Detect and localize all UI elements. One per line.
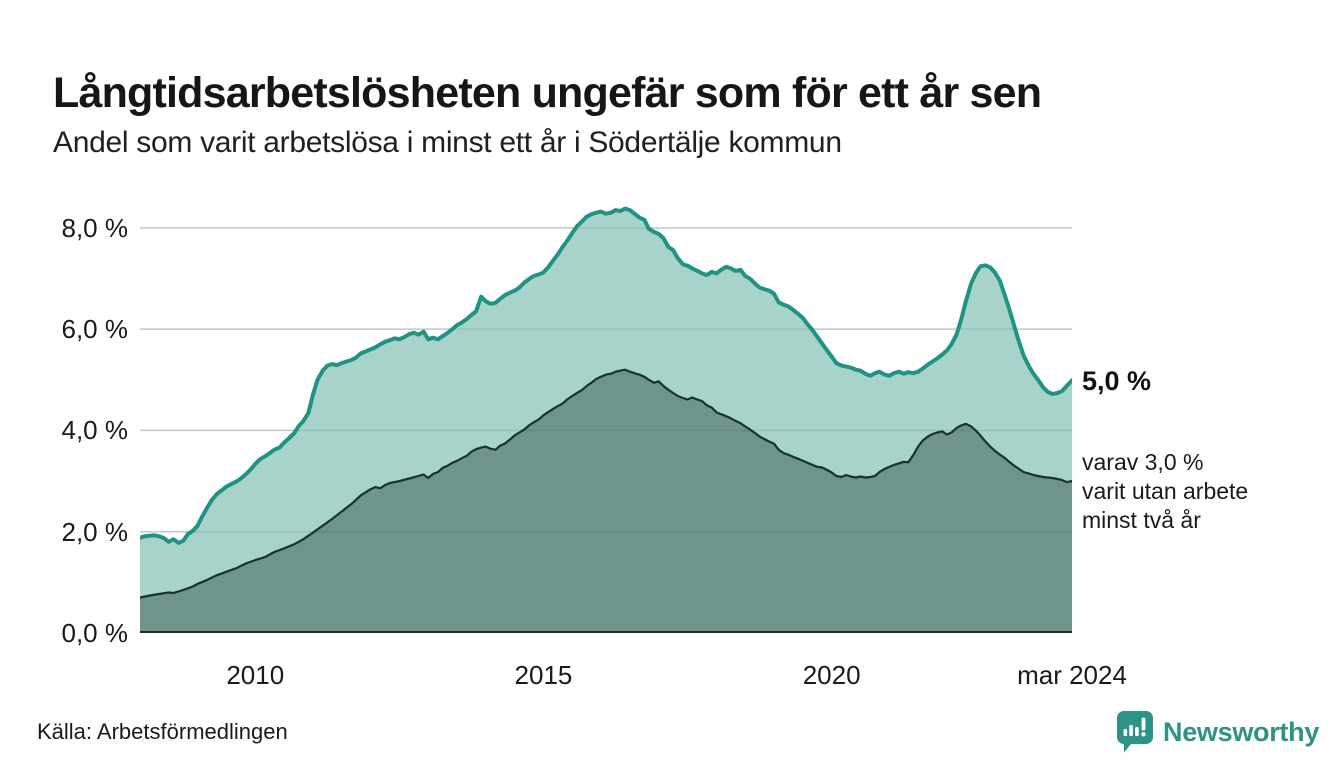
y-tick-label: 0,0 % (61, 618, 129, 648)
source-note: Källa: Arbetsförmedlingen (37, 719, 288, 744)
x-tick-label: mar 2024 (1017, 660, 1127, 690)
x-tick-label: 2010 (226, 660, 285, 690)
brand-wordmark: Newsworthy (1163, 716, 1320, 747)
y-tick-label: 4,0 % (61, 415, 129, 446)
series-end-label-two-years: varav 3,0 % varit utan arbete minst två … (1082, 449, 1249, 533)
newsworthy-bubble-chart-icon (1116, 710, 1154, 754)
brand-logo: Newsworthy (1116, 709, 1319, 755)
page-title: Långtidsarbetslösheten ungefär som för e… (53, 68, 1042, 117)
series-end-label-total: 5,0 % (1082, 366, 1152, 396)
y-tick-label: 2,0 % (61, 516, 129, 547)
y-tick-label: 6,0 % (61, 314, 129, 345)
area-chart (140, 206, 1072, 633)
x-tick-label: 2015 (514, 660, 573, 690)
x-tick-label: 2020 (802, 660, 861, 690)
y-tick-label: 8,0 % (61, 212, 129, 243)
chart-subtitle: Andel som varit arbetslösa i minst ett å… (53, 126, 842, 159)
